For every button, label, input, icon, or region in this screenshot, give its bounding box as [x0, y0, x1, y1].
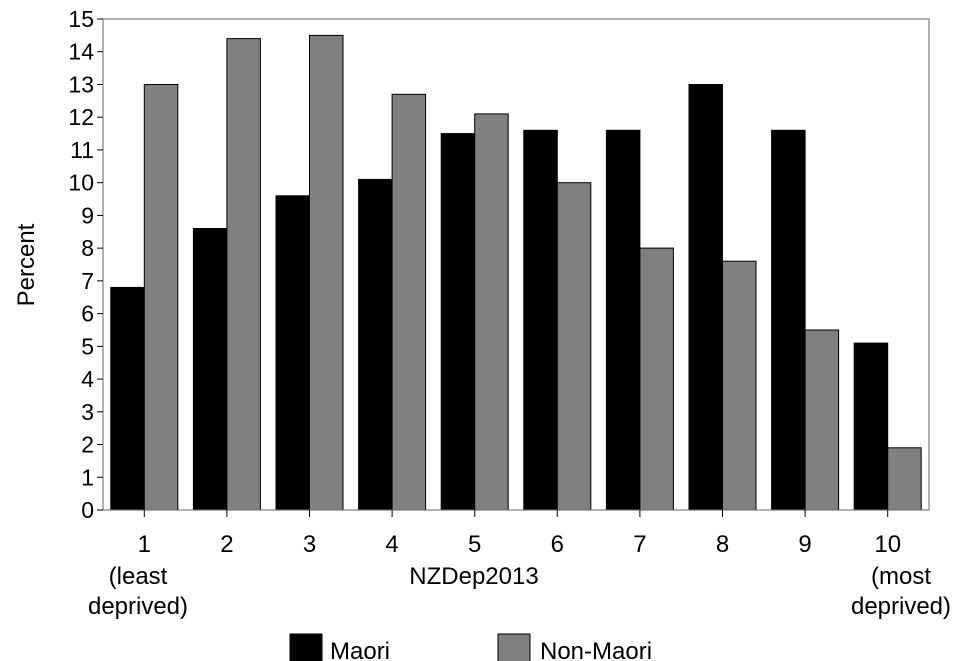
bar-maori-9	[771, 129, 806, 511]
plot-frame	[102, 18, 930, 511]
x-tick-label-5: 5	[468, 531, 481, 558]
x-tick-label-8: 8	[716, 531, 729, 558]
y-tick-label-11: 11	[70, 137, 94, 163]
x-tick-label-2: 2	[220, 531, 233, 558]
bar-non-maori-9	[804, 329, 840, 511]
x-tick-label-9: 9	[798, 531, 811, 558]
x-tick-label-7: 7	[633, 531, 646, 558]
bar-maori-7	[605, 129, 641, 511]
y-tick-label-10: 10	[68, 170, 94, 196]
x-axis-title: NZDep2013	[409, 563, 538, 590]
legend-swatch-maori	[289, 633, 323, 661]
y-tick-label-8: 8	[81, 235, 94, 261]
y-tick-label-0: 0	[81, 497, 94, 523]
legend-label-maori: Maori	[330, 638, 390, 661]
x-axis: 1 2 3 4 5 6 7 8 9 10	[138, 510, 901, 558]
bar-non-maori-7	[639, 247, 674, 511]
legend: Maori Non-Maori	[289, 633, 652, 661]
y-tick-label-7: 7	[81, 268, 94, 294]
y-tick-label-9: 9	[81, 202, 94, 228]
y-tick-label-13: 13	[68, 71, 94, 97]
bar-non-maori-10	[887, 447, 922, 511]
x-tick-label-4: 4	[385, 531, 398, 558]
bar-non-maori-2	[226, 38, 261, 511]
y-tick-label-6: 6	[81, 301, 94, 327]
first-category-note-line2: deprived)	[88, 593, 188, 620]
bar-non-maori-4	[391, 93, 427, 511]
last-category-note-line2: deprived)	[851, 593, 951, 620]
x-tick-label-10: 10	[874, 531, 901, 558]
bar-maori-4	[358, 178, 393, 511]
y-tick-label-1: 1	[81, 464, 94, 490]
y-tick-label-3: 3	[81, 399, 94, 425]
bar-maori-8	[688, 84, 723, 511]
y-tick-label-12: 12	[68, 104, 94, 130]
bar-non-maori-1	[143, 84, 179, 511]
y-tick-label-5: 5	[81, 333, 94, 359]
y-axis-title: Percent	[13, 223, 40, 306]
y-tick-label-15: 15	[68, 6, 94, 32]
bar-maori-3	[275, 195, 310, 511]
last-category-note-line1: (most	[871, 563, 931, 590]
y-tick-label-14: 14	[68, 39, 94, 65]
bar-maori-5	[440, 133, 476, 511]
bar-maori-6	[523, 129, 558, 511]
x-tick-label-6: 6	[551, 531, 564, 558]
bar-maori-1	[110, 286, 145, 511]
bar-maori-10	[853, 342, 889, 511]
y-tick-label-4: 4	[81, 366, 94, 392]
category-notes: (least deprived) (most deprived)	[88, 563, 951, 620]
bar-non-maori-6	[556, 182, 592, 511]
bar-maori-2	[192, 228, 228, 511]
bar-non-maori-5	[474, 113, 509, 511]
x-tick-label-1: 1	[138, 531, 151, 558]
bar-non-maori-3	[309, 34, 344, 511]
legend-label-non-maori: Non-Maori	[540, 638, 652, 661]
x-tick-label-3: 3	[303, 531, 316, 558]
bars-layer	[110, 34, 922, 511]
y-tick-label-2: 2	[81, 432, 94, 458]
first-category-note-line1: (least	[109, 563, 168, 590]
legend-swatch-non-maori	[497, 633, 531, 661]
bar-non-maori-8	[722, 260, 757, 511]
